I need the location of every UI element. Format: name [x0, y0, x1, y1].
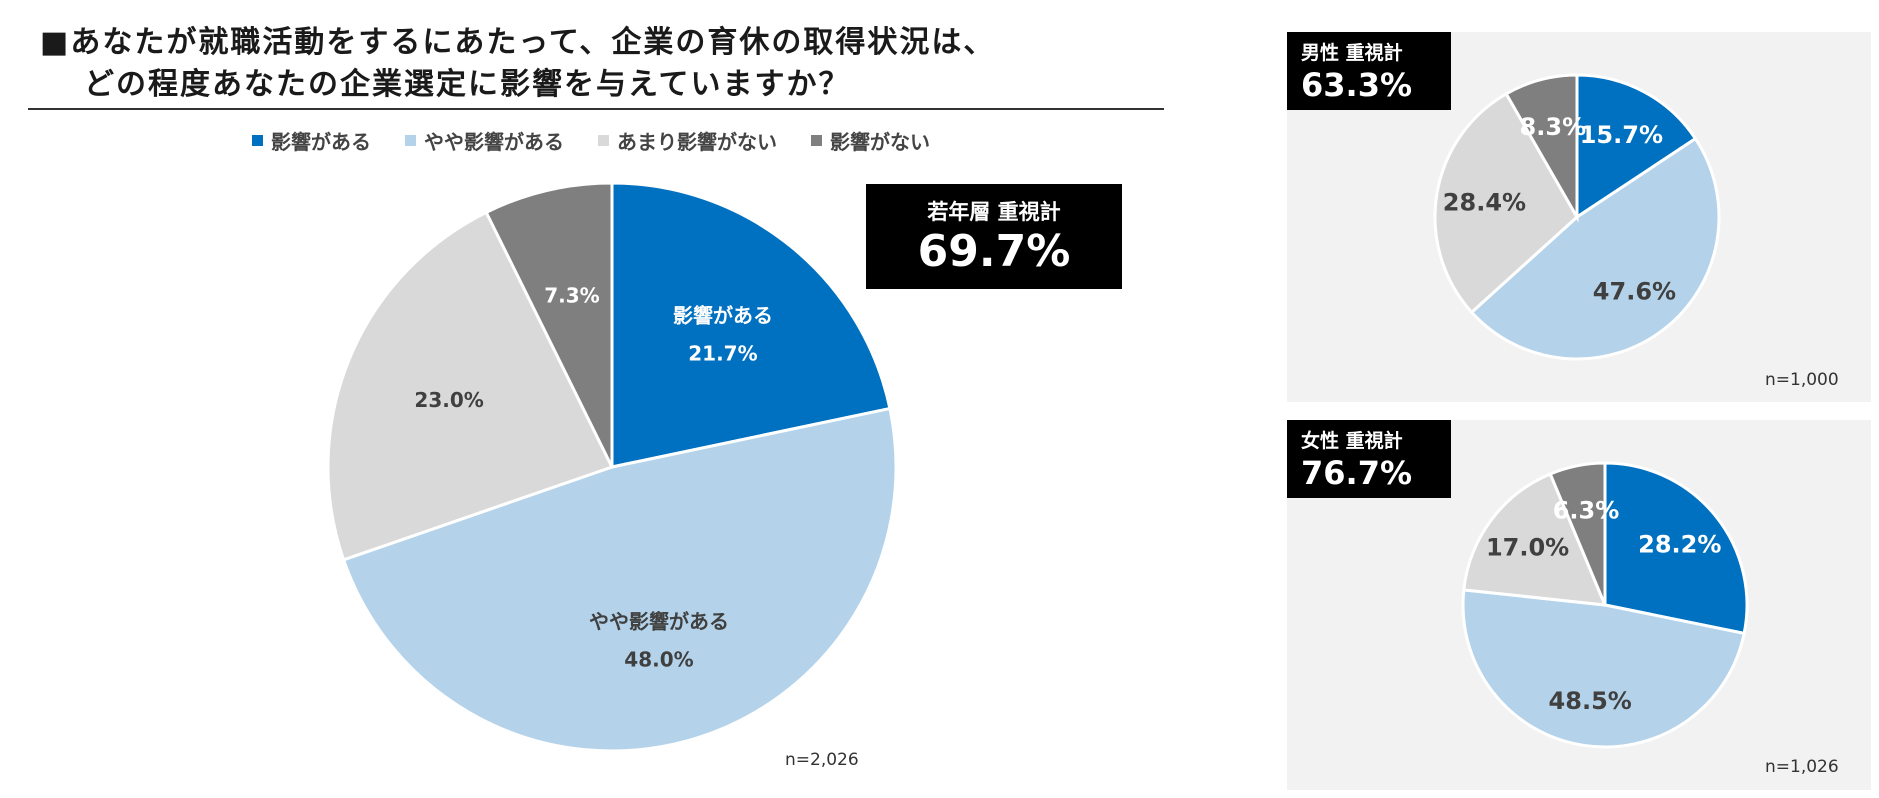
legend-item-influential: 影響がある [252, 126, 371, 155]
total-value-male: 63.3% [1301, 66, 1413, 104]
pie-chart-female-slice-somewhat-influential [1461, 588, 1746, 749]
pie-chart-young-name-label-influential: 影響がある [673, 303, 773, 327]
pie-chart-male-value-label-not-influential: 8.3% [1520, 113, 1587, 141]
pie-chart-male-slice-somewhat-influential [1469, 136, 1721, 361]
pie-chart-female-value-label-not-very-influential: 17.0% [1486, 534, 1569, 562]
total-box-female: 女性 重視計 76.7% [1287, 420, 1451, 498]
legend-label-influential: 影響がある [271, 130, 371, 154]
total-label-young: 若年層 重視計 [927, 200, 1061, 224]
pie-chart-male-value-label-not-very-influential: 28.4% [1443, 189, 1526, 217]
pie-chart-young-slice-not-influential [484, 181, 614, 468]
question-line-1: ■あなたが就職活動をするにあたって、企業の育休の取得状況は、 [40, 25, 996, 60]
legend-label-somewhat-influential: やや影響がある [424, 130, 564, 154]
sample-size-young: n=2,026 [785, 750, 859, 770]
pie-chart-female-slice-not-very-influential [1462, 472, 1608, 607]
sample-size-female: n=1,026 [1765, 757, 1839, 777]
legend-swatch-not-influential [811, 135, 822, 146]
legend-item-not-very-influential: あまり影響がない [598, 126, 777, 155]
pie-chart-young-value-label-not-very-influential: 23.0% [414, 388, 483, 412]
title-underline [28, 108, 1164, 110]
total-box-male: 男性 重視計 63.3% [1287, 32, 1451, 110]
legend-item-somewhat-influential: やや影響がある [405, 126, 564, 155]
total-box-young: 若年層 重視計 69.7% [866, 184, 1122, 289]
pie-chart-female-slice-not-influential [1548, 461, 1607, 606]
legend: 影響がある やや影響がある あまり影響がない 影響がない [252, 126, 930, 155]
chart-question-title: ■あなたが就職活動をするにあたって、企業の育休の取得状況は、 どの程度あなたの企… [40, 22, 1170, 106]
total-label-male: 男性 重視計 [1301, 42, 1403, 64]
pie-chart-male-slice-not-influential [1504, 73, 1579, 223]
pie-chart-female-value-label-influential: 28.2% [1638, 530, 1721, 558]
total-value-female: 76.7% [1301, 454, 1413, 492]
pie-chart-young-value-label-not-influential: 7.3% [544, 284, 599, 308]
pie-chart-female-value-label-not-influential: 6.3% [1553, 497, 1620, 525]
pie-chart-female-value-label-somewhat-influential: 48.5% [1549, 687, 1632, 715]
total-value-young: 69.7% [917, 226, 1071, 277]
pie-chart-young-name-label-somewhat-influential: やや影響がある [589, 610, 729, 634]
legend-swatch-somewhat-influential [405, 135, 416, 146]
question-line-2: どの程度あなたの企業選定に影響を与えていますか？ [84, 67, 851, 102]
pie-chart-young-slice-somewhat-influential [341, 406, 898, 753]
pie-chart-male-value-label-somewhat-influential: 47.6% [1593, 277, 1676, 305]
sample-size-male: n=1,000 [1765, 370, 1839, 390]
pie-chart-male-slice-influential [1575, 73, 1698, 220]
legend-swatch-influential [252, 135, 263, 146]
pie-chart-male-value-label-influential: 15.7% [1580, 121, 1663, 149]
pie-chart-young-slice-not-very-influential [326, 210, 615, 562]
legend-label-not-very-influential: あまり影響がない [617, 130, 777, 154]
pie-chart-young-value-label-somewhat-influential: 48.0% [624, 648, 693, 672]
total-label-female: 女性 重視計 [1301, 430, 1403, 452]
pie-chart-male-slice-not-very-influential [1433, 91, 1579, 315]
pie-chart-young-value-label-influential: 21.7% [688, 341, 757, 365]
pie-chart-young-slice-influential [610, 181, 892, 469]
legend-label-not-influential: 影響がない [830, 130, 930, 154]
legend-item-not-influential: 影響がない [811, 126, 930, 155]
pie-chart-female-slice-influential [1603, 461, 1749, 636]
legend-swatch-not-very-influential [598, 135, 609, 146]
